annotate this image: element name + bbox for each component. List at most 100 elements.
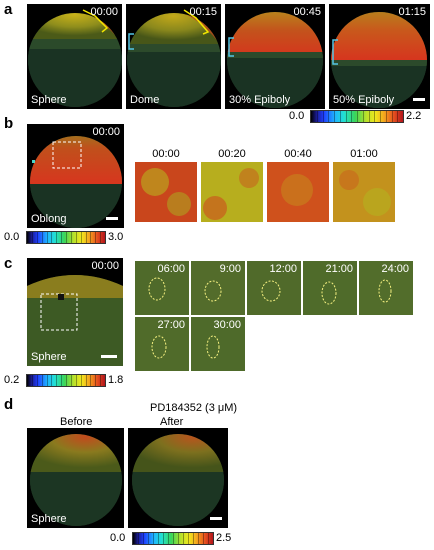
colorbar-tick xyxy=(193,533,194,544)
embryo-image xyxy=(127,9,221,107)
colorbar-tick xyxy=(75,375,77,386)
colorbar-tick xyxy=(61,375,63,386)
colorbar-tick xyxy=(143,533,144,544)
colorbar-tick xyxy=(51,232,53,243)
colorbar-tick xyxy=(380,111,381,122)
embryo-image xyxy=(132,434,224,526)
panel-b-crop xyxy=(201,162,263,222)
panel-c-crop: 21:00 xyxy=(303,261,357,315)
panel-a-frame-50-epiboly: 01:15 50% Epiboly xyxy=(329,4,430,109)
colorbar-tick xyxy=(351,111,353,122)
colorbar-tick xyxy=(138,533,139,544)
panel-c-main-image: 00:00 Sphere xyxy=(27,258,123,366)
timestamp: 24:00 xyxy=(381,263,409,275)
colorbar-tick xyxy=(198,533,199,544)
colorbar-tick xyxy=(31,232,33,243)
colorbar-tick xyxy=(41,375,43,386)
colorbar-tick xyxy=(46,375,48,386)
embryo-image xyxy=(331,12,427,108)
crop-time: 00:00 xyxy=(152,148,180,160)
scale-bar xyxy=(210,517,222,520)
colorbar-tick xyxy=(41,232,43,243)
panel-d-label: d xyxy=(4,396,14,413)
colorbar-tick xyxy=(208,533,209,544)
colorbar-tick xyxy=(100,232,102,243)
colorbar-tick xyxy=(100,375,102,386)
colorbar-b-min: 0.0 xyxy=(4,231,20,243)
stage-label: Oblong xyxy=(31,213,67,225)
colorbar-tick xyxy=(70,375,72,386)
colorbar-tick xyxy=(153,533,154,544)
panel-c-crop: 27:00 xyxy=(135,317,189,371)
timestamp: 12:00 xyxy=(269,263,297,275)
colorbar-tick xyxy=(316,111,318,122)
colorbar-tick xyxy=(334,111,335,122)
colorbar-tick xyxy=(322,111,324,122)
panel-b-label: b xyxy=(4,115,14,132)
colorbar-d-min: 0.0 xyxy=(110,532,126,544)
colorbar-c xyxy=(26,374,106,387)
timestamp: 00:15 xyxy=(189,6,217,18)
panel-c-crop: 12:00 xyxy=(247,261,301,315)
colorbar-tick xyxy=(163,533,164,544)
colorbar-tick xyxy=(397,111,399,122)
colorbar-b xyxy=(26,231,106,244)
timestamp: 00:00 xyxy=(90,6,118,18)
colorbar-tick xyxy=(339,111,341,122)
colorbar-tick xyxy=(95,232,97,243)
stage-label: Sphere xyxy=(31,513,67,525)
colorbar-tick xyxy=(95,375,97,386)
embryo-image xyxy=(30,434,122,526)
colorbar-tick xyxy=(90,375,92,386)
colorbar-tick xyxy=(385,111,387,122)
panel-d-before-image: Sphere xyxy=(27,428,124,528)
colorbar-tick xyxy=(173,533,174,544)
timestamp: 01:15 xyxy=(398,6,426,18)
colorbar-tick xyxy=(90,232,92,243)
panel-b-crop xyxy=(333,162,395,222)
colorbar-tick xyxy=(36,232,38,243)
colorbar-d-max: 2.5 xyxy=(216,532,232,544)
colorbar-c-max: 1.8 xyxy=(108,374,124,386)
colorbar-tick xyxy=(374,111,376,122)
colorbar-tick xyxy=(168,533,169,544)
stage-label: Sphere xyxy=(31,351,67,363)
colorbar-tick xyxy=(178,533,179,544)
colorbar-a-min: 0.0 xyxy=(289,110,305,122)
colorbar-tick xyxy=(391,111,393,122)
panel-b-crop xyxy=(135,162,197,222)
panel-a-frame-dome: 00:15 Dome xyxy=(126,4,221,109)
colorbar-tick xyxy=(188,533,189,544)
scale-bar xyxy=(101,355,117,358)
scale-bar xyxy=(106,217,118,220)
colorbar-tick xyxy=(80,375,82,386)
timestamp: 06:00 xyxy=(157,263,185,275)
panel-a-label: a xyxy=(4,1,13,18)
stage-label: Sphere xyxy=(31,94,67,106)
colorbar-tick xyxy=(36,375,38,386)
panel-c-crop: 06:00 xyxy=(135,261,189,315)
embryo-image xyxy=(27,275,123,366)
colorbar-tick xyxy=(46,232,48,243)
embryo-image xyxy=(30,136,122,228)
crop-time: 00:40 xyxy=(284,148,312,160)
colorbar-tick xyxy=(56,375,58,386)
timestamp: 00:45 xyxy=(293,6,321,18)
scale-bar xyxy=(413,98,425,101)
colorbar-tick xyxy=(368,111,370,122)
colorbar-tick xyxy=(357,111,358,122)
colorbar-tick xyxy=(85,232,87,243)
panel-c-crop: 9:00 xyxy=(191,261,245,315)
timestamp: 27:00 xyxy=(157,319,185,331)
crop-time: 00:20 xyxy=(218,148,246,160)
panel-a-frame-sphere: 00:00 Sphere xyxy=(27,4,122,109)
before-label: Before xyxy=(60,416,93,428)
stage-label: 30% Epiboly xyxy=(229,94,291,106)
after-label: After xyxy=(160,416,184,428)
colorbar-tick xyxy=(75,232,77,243)
stage-label: Dome xyxy=(130,94,160,106)
timestamp: 30:00 xyxy=(213,319,241,331)
colorbar-tick xyxy=(80,232,82,243)
timestamp: 21:00 xyxy=(325,263,353,275)
colorbar-tick xyxy=(158,533,159,544)
